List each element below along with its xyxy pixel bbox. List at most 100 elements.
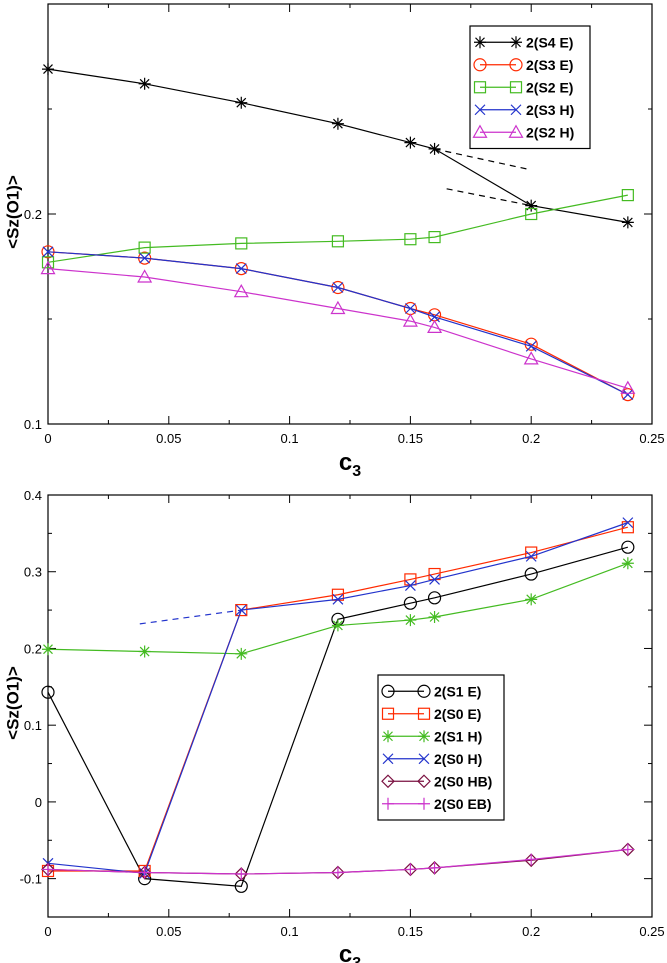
data-point <box>525 853 538 866</box>
legend-label: 2(S2 E) <box>526 79 573 95</box>
data-point <box>331 588 345 601</box>
series-line <box>47 848 628 875</box>
data-point <box>42 863 54 876</box>
series-line <box>47 546 629 887</box>
data-point <box>234 867 249 881</box>
data-point <box>404 863 417 876</box>
series-line <box>47 522 629 874</box>
data-point <box>525 340 537 352</box>
data-point <box>404 614 417 627</box>
series-2 <box>42 557 634 660</box>
series-line <box>47 251 629 396</box>
legend-label: 2(S3 H) <box>526 102 574 118</box>
y-axis-label: <Sz(O1)> <box>3 175 22 249</box>
legend-item: 2(S1 E) <box>381 683 481 699</box>
legend-item: 2(S0 E) <box>381 706 481 722</box>
data-point <box>330 300 346 315</box>
legend-item: 2(S0 HB) <box>381 773 492 789</box>
data-point <box>427 319 443 333</box>
data-point <box>138 77 151 90</box>
series-line <box>48 526 628 872</box>
legend: 2(S1 E) 2(S0 E) 2(S1 H) 2(S0 H) 2(S0 HB) 2(S0… <box>377 674 505 821</box>
data-point <box>41 685 55 699</box>
series-line <box>47 268 629 389</box>
series-0 <box>42 63 634 229</box>
data-point <box>404 303 416 314</box>
legend-marker <box>418 797 430 810</box>
top-chart-panel: 0 0.05 0.1 0.15 0.2 0.25 0.1 0.2 c3 <Sz(O1)> 2(S4 … <box>3 3 665 480</box>
legend-label: 2(S4 E) <box>526 34 573 50</box>
legend: 2(S4 E) 2(S3 E) 2(S2 E) 2(S3 H) 2(S2 H) <box>469 25 591 150</box>
data-point <box>427 861 442 875</box>
data-point <box>332 593 344 605</box>
data-point <box>404 233 417 246</box>
data-point <box>331 280 345 295</box>
y-tick-label: 0.3 <box>24 565 42 580</box>
data-point <box>404 136 417 149</box>
series-1 <box>41 245 635 402</box>
legend-marker <box>381 684 395 698</box>
data-point <box>622 517 634 529</box>
legend-marker <box>417 774 431 789</box>
legend-marker <box>418 753 430 765</box>
x-tick-label: 0.25 <box>639 431 664 446</box>
legend-item: 2(S1 H) <box>382 728 482 744</box>
dashed-guide-line <box>434 148 532 171</box>
data-point <box>620 380 636 394</box>
x-tick-label: 0.15 <box>398 924 423 939</box>
x-tick-label: 0.25 <box>639 924 664 939</box>
data-point <box>40 260 56 275</box>
series-2 <box>41 189 634 269</box>
bottom-chart-panel: 0 0.05 0.1 0.15 0.2 0.25 -0.1 0 0.1 0.2 0.3 0.4 c3 <S… <box>3 488 664 963</box>
data-point <box>41 256 55 269</box>
legend-label: 2(S1 H) <box>434 728 482 744</box>
legend-label: 2(S0 HB) <box>434 773 492 789</box>
series-3 <box>42 246 634 401</box>
legend-marker <box>417 684 431 698</box>
data-point <box>42 643 54 656</box>
legend-item: 2(S2 E) <box>473 79 573 95</box>
legend-label: 2(S0 H) <box>434 751 482 767</box>
data-point <box>621 540 635 554</box>
data-point <box>235 647 248 660</box>
data-point <box>235 603 248 617</box>
data-point <box>524 853 539 868</box>
legend-item: 2(S0 H) <box>382 751 482 767</box>
legend-marker <box>510 104 522 116</box>
legend-marker <box>473 58 487 72</box>
legend-marker <box>382 753 394 765</box>
y-tick-label: 0.4 <box>24 488 42 503</box>
data-point <box>42 246 54 258</box>
data-point <box>235 96 248 109</box>
data-point <box>525 593 538 606</box>
legend-marker <box>508 124 524 138</box>
data-point <box>525 199 538 212</box>
data-point <box>331 866 344 879</box>
legend-marker <box>382 730 394 743</box>
series-line <box>47 251 629 396</box>
legend-item: 2(S2 H) <box>472 124 574 140</box>
data-point <box>524 567 538 581</box>
x-axis-label-subscript: 3 <box>352 463 361 480</box>
plot-frame <box>47 494 653 918</box>
legend-marker <box>473 81 487 94</box>
y-tick-label: 0.2 <box>24 641 42 656</box>
legend-item: 2(S3 H) <box>474 102 574 118</box>
data-point <box>234 262 248 276</box>
legend-box <box>377 674 505 821</box>
data-point <box>621 557 634 570</box>
data-point <box>428 610 441 623</box>
y-tick-label: 0.2 <box>24 207 42 222</box>
data-point <box>235 868 248 881</box>
legend-label: 2(S3 E) <box>526 57 573 73</box>
x-tick-label: 0.1 <box>281 924 299 939</box>
x-axis-label-subscript: 3 <box>352 955 361 963</box>
x-tick-label: 0.05 <box>156 924 181 939</box>
data-point <box>332 282 344 293</box>
legend-label: 2(S2 H) <box>526 124 574 140</box>
series-4 <box>40 260 636 394</box>
data-point <box>138 241 151 254</box>
data-point <box>331 117 344 130</box>
y-tick-label: -0.1 <box>20 872 42 887</box>
